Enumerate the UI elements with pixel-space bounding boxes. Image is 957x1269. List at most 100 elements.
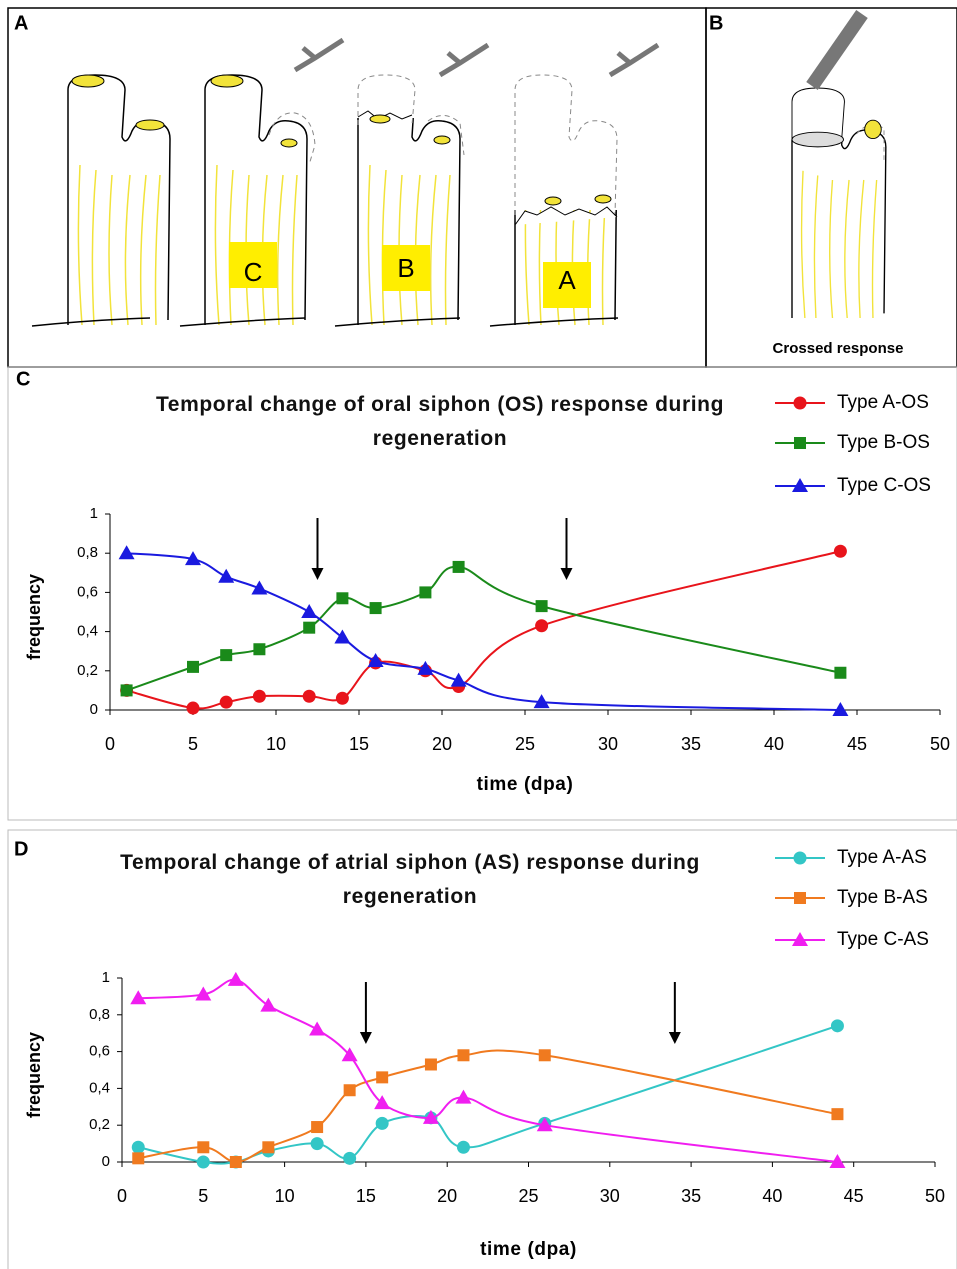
- marker: [533, 694, 550, 709]
- marker: [334, 629, 351, 644]
- series-line: [126, 565, 841, 692]
- legend-label: Type A-OS: [837, 392, 929, 413]
- marker: [220, 649, 233, 662]
- series-line: [138, 1024, 838, 1165]
- marker: [229, 1156, 242, 1168]
- legend-label: Type C-AS: [837, 929, 929, 950]
- x-tick-label: 5: [188, 734, 198, 754]
- y-tick-label: 0,2: [77, 662, 98, 679]
- x-axis-title: time (dpa): [480, 1239, 577, 1260]
- legend-label: Type C-OS: [837, 475, 931, 496]
- marker: [375, 1116, 389, 1130]
- annotation-arrow: [359, 982, 372, 1044]
- y-tick-label: 0,8: [77, 544, 98, 561]
- y-axis-title: frequency: [24, 1032, 44, 1118]
- x-tick-label: 45: [847, 734, 867, 754]
- x-tick-label: 15: [349, 734, 369, 754]
- panel-letters: A B C D: [14, 12, 723, 860]
- marker: [227, 971, 244, 986]
- marker: [832, 702, 849, 716]
- marker: [830, 1019, 844, 1033]
- arrow-head: [311, 568, 324, 580]
- marker: [343, 1084, 356, 1097]
- legend-marker: [793, 851, 807, 865]
- legend-marker: [792, 932, 808, 946]
- x-tick-label: 50: [925, 1186, 945, 1206]
- annotation-arrow: [311, 518, 324, 580]
- marker: [130, 990, 147, 1005]
- y-tick-label: 1: [90, 505, 98, 522]
- marker: [535, 619, 549, 633]
- marker: [343, 1151, 357, 1165]
- marker: [309, 1021, 326, 1036]
- stage-box: [382, 245, 430, 291]
- annotation-arrow: [560, 518, 573, 580]
- x-tick-label: 35: [681, 734, 701, 754]
- x-tick-label: 30: [598, 734, 618, 754]
- marker: [834, 666, 847, 679]
- x-axis-title: time (dpa): [477, 774, 574, 795]
- marker: [536, 1117, 553, 1132]
- y-tick-label: 1: [102, 969, 110, 986]
- marker: [424, 1058, 437, 1071]
- marker: [120, 684, 133, 697]
- chart-title: Temporal change of oral siphon (OS) resp…: [155, 393, 725, 450]
- marker: [452, 560, 465, 573]
- x-tick-label: 0: [105, 734, 115, 754]
- marker: [831, 1108, 844, 1121]
- series-line: [126, 550, 841, 710]
- panel-letter: A: [14, 12, 28, 34]
- annotation-arrow: [668, 982, 681, 1044]
- x-tick-label: 15: [356, 1186, 376, 1206]
- x-tick-label: 40: [764, 734, 784, 754]
- animal-cut-b: [356, 70, 466, 326]
- marker: [367, 653, 384, 667]
- marker: [455, 1089, 472, 1104]
- ground-line: [31, 317, 619, 327]
- marker: [376, 1071, 389, 1084]
- x-tick-label: 10: [266, 734, 286, 754]
- series-line: [138, 1049, 838, 1164]
- y-axis-title: frequency: [24, 574, 44, 660]
- marker: [185, 551, 201, 566]
- chart-title: Temporal change of atrial siphon (AS) re…: [120, 851, 700, 908]
- x-tick-label: 20: [432, 734, 452, 754]
- x-tick-label: 50: [930, 734, 950, 754]
- stage-box: [543, 262, 591, 308]
- marker: [422, 1109, 439, 1124]
- marker: [829, 1154, 846, 1168]
- marker: [457, 1049, 470, 1062]
- marker: [253, 643, 266, 656]
- series-line: [138, 978, 838, 1163]
- marker: [196, 1155, 210, 1169]
- y-tick-label: 0,4: [89, 1079, 110, 1096]
- y-tick-label: 0: [90, 701, 98, 718]
- panel-letter: C: [16, 368, 30, 390]
- x-tick-label: 35: [681, 1186, 701, 1206]
- marker: [310, 1137, 324, 1151]
- marker: [252, 689, 266, 703]
- stage-label: C: [244, 257, 263, 287]
- legend-marker: [792, 478, 808, 492]
- arrow-head: [560, 568, 573, 580]
- marker: [131, 1140, 145, 1154]
- panel-caption: Crossed response: [773, 340, 904, 357]
- marker: [301, 604, 318, 618]
- marker: [186, 701, 200, 715]
- animal-intact: [67, 74, 171, 326]
- marker: [303, 621, 316, 634]
- marker: [219, 695, 233, 709]
- marker: [118, 545, 135, 560]
- x-tick-label: 20: [437, 1186, 457, 1206]
- marker: [374, 1095, 391, 1110]
- marker: [535, 600, 548, 613]
- panel-letter: D: [14, 838, 28, 860]
- marker: [260, 997, 277, 1012]
- marker: [132, 1152, 145, 1165]
- y-tick-label: 0,6: [89, 1043, 110, 1060]
- arrow-head: [359, 1032, 372, 1044]
- x-tick-label: 25: [515, 734, 535, 754]
- arrow-head: [668, 1032, 681, 1044]
